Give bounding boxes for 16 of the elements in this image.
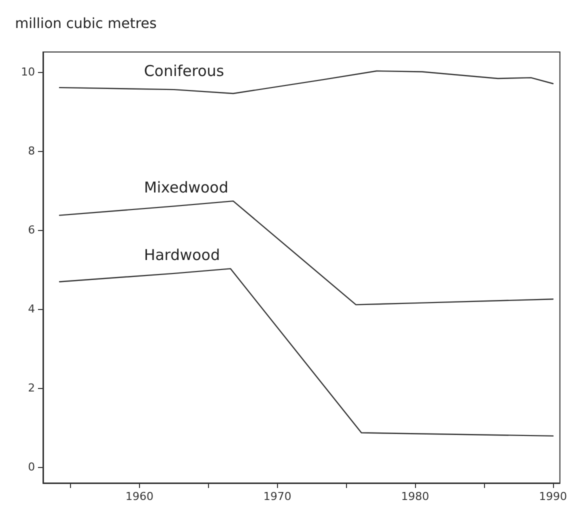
line-series xyxy=(58,200,554,306)
x-tick-label: 1990 xyxy=(539,490,568,503)
y-tick-label: 4 xyxy=(28,302,35,316)
y-tick-label: 6 xyxy=(28,223,35,236)
y-tick-label: 0 xyxy=(28,460,35,474)
series-label: Mixedwood xyxy=(144,178,228,197)
series-label: Coniferous xyxy=(144,62,224,80)
x-tick-label: 1970 xyxy=(263,490,292,503)
x-tick-label: 1960 xyxy=(125,490,154,503)
y-tick-label: 2 xyxy=(28,382,35,395)
y-tick-label: 8 xyxy=(28,144,35,158)
line-series xyxy=(58,268,554,437)
x-tick-label: 1980 xyxy=(401,490,430,503)
y-tick-label: 10 xyxy=(21,65,35,78)
y-axis-title: million cubic metres xyxy=(15,16,157,32)
series-label: Hardwood xyxy=(144,246,220,264)
